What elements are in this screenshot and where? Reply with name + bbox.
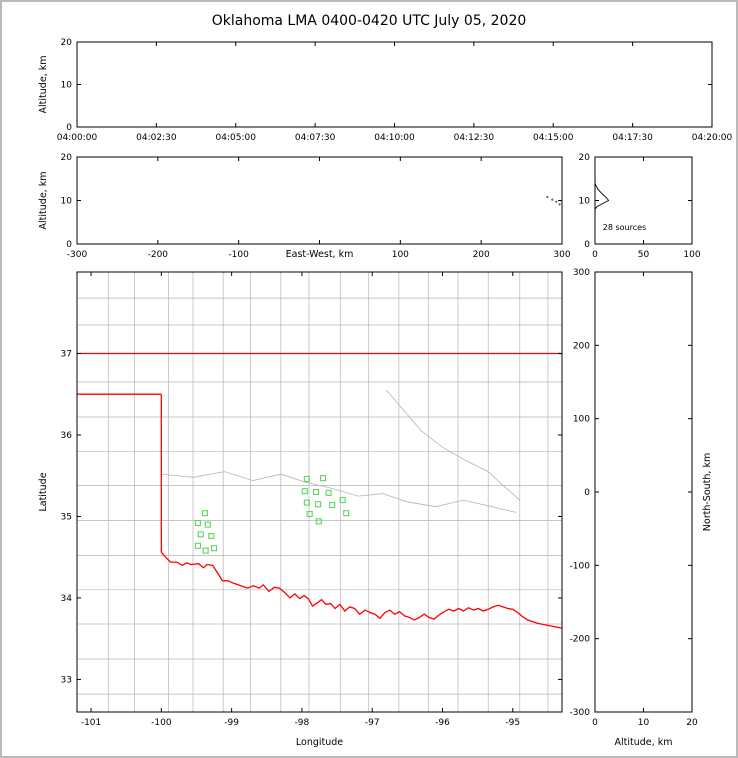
river-boundary-line xyxy=(161,471,517,513)
source-marker xyxy=(325,489,332,496)
y-tick-label: 20 xyxy=(61,153,73,163)
x-tick-label: -100 xyxy=(228,250,249,260)
panel-time-height: 04:00:00 04:02:30 04:05:00 04:07:30 04:10:00… xyxy=(38,38,732,143)
x-tick-label: 10 xyxy=(638,718,650,728)
y-tick-label: 36 xyxy=(61,431,73,441)
river-boundary-line xyxy=(385,389,521,501)
source-marker xyxy=(343,510,350,517)
x-tick-label: 100 xyxy=(683,250,700,260)
x-tick-label: 04:15:00 xyxy=(533,133,574,143)
axes-frame xyxy=(594,271,693,713)
source-marker xyxy=(312,488,320,496)
source-marker xyxy=(315,501,322,508)
source-marker xyxy=(197,531,204,538)
x-tick-label: -98 xyxy=(295,718,310,728)
x-tick-label: 50 xyxy=(638,250,650,260)
y-tick-label: -300 xyxy=(570,708,591,718)
source-marker xyxy=(329,501,336,509)
y-tick-label: 200 xyxy=(573,341,590,351)
source-marker xyxy=(211,545,218,552)
x-tick-label: -99 xyxy=(224,718,239,728)
y-tick-label: 0 xyxy=(584,488,590,498)
y-axis-label: North-South, km xyxy=(702,453,713,531)
source-speck xyxy=(555,200,558,203)
x-tick-label: 04:17:30 xyxy=(612,133,653,143)
x-tick-label: 20 xyxy=(686,718,698,728)
x-tick-label: -300 xyxy=(67,250,88,260)
source-marker xyxy=(204,521,211,528)
x-axis-label: Longitude xyxy=(296,737,343,748)
x-tick-label: 0 xyxy=(592,250,598,260)
y-tick-label: -200 xyxy=(570,635,591,645)
axes-frame xyxy=(76,156,563,245)
x-tick-label: -97 xyxy=(365,718,380,728)
source-marker xyxy=(315,518,322,525)
y-tick-label: 20 xyxy=(61,38,73,48)
y-tick-label: 0 xyxy=(66,123,72,133)
y-axis-label: Altitude, km xyxy=(38,56,49,114)
source-speck xyxy=(551,198,554,201)
x-tick-label: 04:20:00 xyxy=(692,133,733,143)
y-tick-label: -100 xyxy=(570,561,591,571)
x-tick-label: 300 xyxy=(553,250,570,260)
x-tick-label: 04:02:30 xyxy=(136,133,177,143)
source-speck xyxy=(546,195,549,199)
y-axis-label: Altitude, km xyxy=(38,172,49,230)
source-marker xyxy=(301,488,308,495)
x-tick-label: 04:12:30 xyxy=(454,133,495,143)
chart-title: Oklahoma LMA 0400-0420 UTC July 05, 2020 xyxy=(211,13,527,29)
x-tick-label: -101 xyxy=(81,718,101,728)
y-tick-label: 0 xyxy=(584,240,590,250)
x-tick-label: -95 xyxy=(505,718,520,728)
axes-frame xyxy=(76,41,713,128)
x-tick-label: 0 xyxy=(592,718,598,728)
y-tick-label: 33 xyxy=(61,675,72,685)
y-tick-label: 10 xyxy=(61,81,73,91)
source-speck xyxy=(558,203,561,206)
y-tick-label: 100 xyxy=(573,415,590,425)
x-axis-label: East-West, km xyxy=(286,249,354,260)
y-tick-label: 35 xyxy=(61,512,72,522)
x-tick-label: 200 xyxy=(473,250,490,260)
y-tick-label: 37 xyxy=(61,349,72,359)
y-axis-label: Latitude xyxy=(38,472,49,511)
y-tick-label: 20 xyxy=(579,153,591,163)
x-tick-label: 04:00:00 xyxy=(57,133,98,143)
source-marker xyxy=(306,510,313,518)
y-tick-label: 34 xyxy=(61,594,73,604)
x-tick-label: 04:10:00 xyxy=(374,133,415,143)
x-tick-label: 04:07:30 xyxy=(295,133,336,143)
source-marker xyxy=(319,475,327,482)
y-tick-label: 0 xyxy=(66,240,72,250)
panel-north-south-height: 0 10 20 300 200 100 0 -100 -200 -300 Altitude, km N… xyxy=(570,268,713,748)
x-axis-label: Altitude, km xyxy=(615,737,673,748)
y-tick-label: 10 xyxy=(579,197,591,207)
y-tick-label: 300 xyxy=(573,268,590,278)
panel-east-west-height: -300 -200 -100 100 200 300 0 10 20 East-West, km A… xyxy=(38,153,571,260)
x-tick-label: -100 xyxy=(151,718,172,728)
x-tick-label: -200 xyxy=(148,250,169,260)
sources-count-annotation: 28 sources xyxy=(603,223,646,232)
source-marker xyxy=(202,547,209,554)
panel-plan-view-map: -101 -100 -99 -98 -97 -96 -95 33 34 35 36 37 Longitu… xyxy=(38,271,563,748)
source-marker xyxy=(194,519,201,527)
x-tick-label: 100 xyxy=(392,250,409,260)
source-marker xyxy=(194,542,201,549)
source-marker xyxy=(208,532,215,540)
source-marker xyxy=(303,475,310,483)
x-tick-label: -96 xyxy=(435,718,450,728)
axes-frame xyxy=(76,271,563,713)
y-tick-label: 10 xyxy=(61,197,73,207)
source-marker xyxy=(201,510,208,517)
red-river-border xyxy=(160,551,563,629)
source-marker xyxy=(339,497,346,504)
source-marker xyxy=(303,499,310,506)
x-tick-label: 04:05:00 xyxy=(216,133,257,143)
histogram-trace xyxy=(594,182,610,210)
panel-altitude-histogram: 0 50 100 0 10 20 28 sources xyxy=(579,153,701,260)
